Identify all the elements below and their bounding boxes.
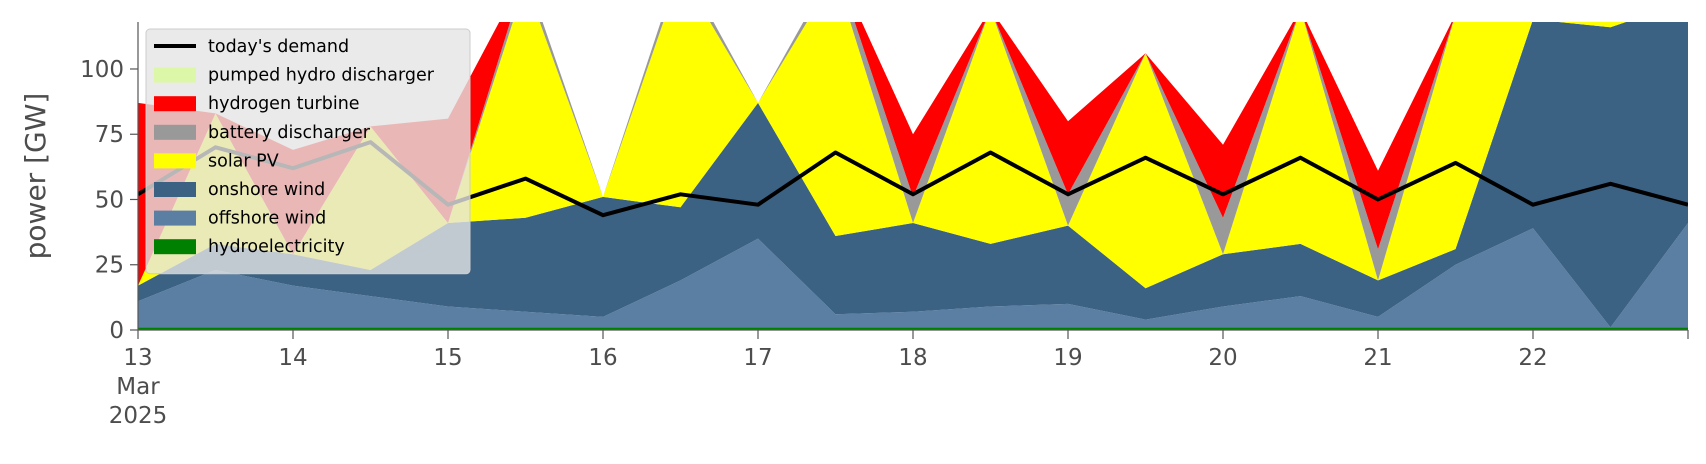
legend-label-solar-pv: solar PV	[208, 151, 279, 171]
x-tick-label: 21	[1363, 345, 1392, 371]
legend-swatch-offshore-wind	[154, 210, 196, 226]
legend-label-hydrogen-turbine: hydrogen turbine	[208, 94, 360, 114]
legend-swatch-hydrogen-turbine	[154, 96, 196, 112]
x-tick-label: 15	[433, 345, 462, 371]
y-tick-label: 100	[80, 57, 124, 83]
y-axis-label: power [GW]	[19, 93, 52, 260]
x-tick-label: 22	[1518, 345, 1547, 371]
y-tick-label: 50	[95, 187, 124, 213]
axes: 0 25 50 75 100 13 14 15 16 17 18 19 20 21 22 Mar 2025 pow…	[19, 22, 1689, 429]
legend-swatch-solar-pv	[154, 153, 196, 169]
legend-swatch-pumped-hydro-discharger	[154, 67, 196, 83]
area-battery-discharger	[138, 22, 1454, 286]
legend-swatch-onshore-wind	[154, 182, 196, 197]
legend-label-battery-discharger: battery discharger	[208, 123, 371, 143]
area-hydroelectricity	[138, 327, 1688, 330]
legend-label-hydroelectricity: hydroelectricity	[208, 237, 345, 257]
legend-box	[145, 28, 471, 275]
x-tick-label: 18	[898, 345, 927, 371]
x-tick-label: 13	[123, 345, 152, 371]
legend-label-offshore-wind: offshore wind	[208, 209, 326, 229]
y-tick-label: 75	[95, 122, 124, 148]
x-tick-label: 19	[1053, 345, 1082, 371]
area-onshore-wind	[138, 22, 1688, 328]
legend: today's demand pumped hydro discharger hyd…	[145, 28, 471, 275]
x-tick-label: 16	[588, 345, 617, 371]
x-tick-label: 20	[1208, 345, 1237, 371]
y-tick-label: 0	[109, 318, 124, 344]
x-tick-label: 17	[743, 345, 772, 371]
legend-label-onshore-wind: onshore wind	[208, 180, 325, 200]
x-tick-year-label: 2025	[109, 403, 168, 429]
x-tick-month-label: Mar	[116, 374, 160, 400]
y-tick-label: 25	[95, 253, 124, 279]
legend-swatch-hydroelectricity	[154, 239, 196, 255]
x-tick-label: 14	[278, 345, 307, 371]
legend-swatch-battery-discharger	[154, 124, 196, 140]
area-offshore-wind	[138, 223, 1688, 328]
legend-label-today-s-demand: today's demand	[208, 37, 349, 57]
legend-label-pumped-hydro-discharger: pumped hydro discharger	[208, 66, 435, 86]
area-solar-pv	[138, 22, 1626, 289]
